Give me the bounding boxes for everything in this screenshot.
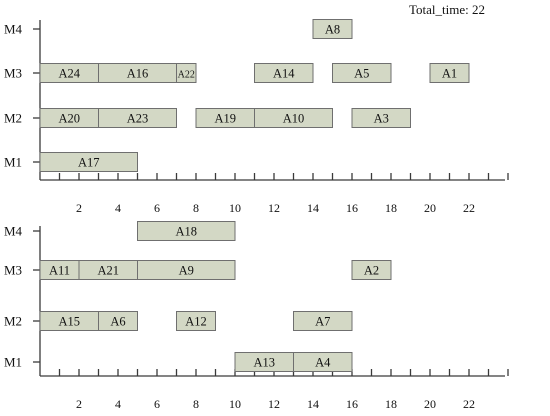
- panel2-x-tick-label: 10: [229, 397, 241, 411]
- panel2-x-tick-label: 8: [193, 397, 199, 411]
- panel1-x-tick-label: 16: [346, 201, 358, 215]
- task-label-a1: A1: [442, 67, 457, 81]
- task-label-a14: A14: [273, 67, 295, 81]
- task-label-a8: A8: [325, 23, 340, 37]
- panel2-x-tick-label: 12: [268, 397, 280, 411]
- task-label-a7: A7: [315, 315, 330, 329]
- task-bar-a7: [293, 311, 353, 331]
- panel1-x-tick-label: 14: [307, 201, 319, 215]
- task-bar-a10: [254, 108, 333, 128]
- panel2-x-tick-label: 18: [385, 397, 397, 411]
- panel2-x-tick-label: 20: [424, 397, 436, 411]
- panel2-x-tick-label: 6: [154, 397, 160, 411]
- task-bar-a2: [351, 260, 392, 280]
- panel2-y-tick-label-m1: M1: [4, 355, 22, 370]
- task-label-a12: A12: [185, 315, 207, 329]
- task-bar-a18: [137, 221, 236, 241]
- task-bar-a5: [332, 63, 392, 83]
- task-label-a2: A2: [364, 264, 379, 278]
- total-time-label: Total_time: 22: [409, 2, 485, 17]
- task-label-a19: A19: [214, 112, 236, 126]
- panel1-x-tick-label: 8: [193, 201, 199, 215]
- task-bar-a23: [98, 108, 177, 128]
- panel2-x-tick-label: 4: [115, 397, 121, 411]
- panel2-x-tick-label: 2: [76, 397, 82, 411]
- task-label-a11: A11: [49, 264, 70, 278]
- task-label-a4: A4: [315, 356, 331, 370]
- task-bar-a1: [429, 63, 470, 83]
- panel1-x-tick-label: 10: [229, 201, 241, 215]
- task-label-a6: A6: [110, 315, 125, 329]
- task-label-a22: A22: [178, 70, 195, 81]
- task-label-a3: A3: [374, 112, 389, 126]
- panel1-x-tick-label: 20: [424, 201, 436, 215]
- panel1-x-tick-label: 6: [154, 201, 160, 215]
- task-label-a23: A23: [127, 112, 149, 126]
- task-bar-a4: [293, 352, 353, 372]
- panel1-x-tick-label: 4: [115, 201, 121, 215]
- panel1-y-tick-label-m3: M3: [4, 66, 22, 81]
- task-bar-a6: [98, 311, 138, 331]
- panel2-x-tick-label: 16: [346, 397, 358, 411]
- task-label-a24: A24: [58, 67, 80, 81]
- task-label-a18: A18: [175, 225, 197, 239]
- panel2-y-tick-label-m4: M4: [4, 224, 23, 239]
- panel1-y-tick-label-m1: M1: [4, 155, 22, 170]
- panel1-y-tick-label-m2: M2: [4, 111, 22, 126]
- task-bar-a3: [351, 108, 411, 128]
- panel1-y-tick-label-m4: M4: [4, 22, 23, 37]
- task-label-a10: A10: [283, 112, 305, 126]
- task-label-a5: A5: [354, 67, 369, 81]
- panel2-x-tick-label: 22: [463, 397, 475, 411]
- panel1-x-tick-label: 2: [76, 201, 82, 215]
- task-label-a20: A20: [58, 112, 80, 126]
- task-bar-a22: [176, 63, 197, 83]
- task-label-a17: A17: [78, 156, 100, 170]
- task-label-a15: A15: [58, 315, 80, 329]
- task-label-a13: A13: [253, 356, 275, 370]
- task-bar-a12: [176, 311, 216, 331]
- panel2-y-tick-label-m2: M2: [4, 314, 22, 329]
- panel2-y-tick-label-m3: M3: [4, 263, 22, 278]
- task-bar-a14: [254, 63, 314, 83]
- panel2-x-tick-label: 14: [307, 397, 319, 411]
- task-label-a9: A9: [179, 264, 194, 278]
- task-bar-a9: [137, 260, 236, 280]
- task-bar-a17: [39, 152, 138, 172]
- task-label-a16: A16: [127, 67, 149, 81]
- panel1-x-tick-label: 12: [268, 201, 280, 215]
- task-label-a21: A21: [97, 264, 119, 278]
- panel1-x-tick-label: 22: [463, 201, 475, 215]
- panel1-x-tick-label: 18: [385, 201, 397, 215]
- task-bar-a8: [312, 19, 353, 39]
